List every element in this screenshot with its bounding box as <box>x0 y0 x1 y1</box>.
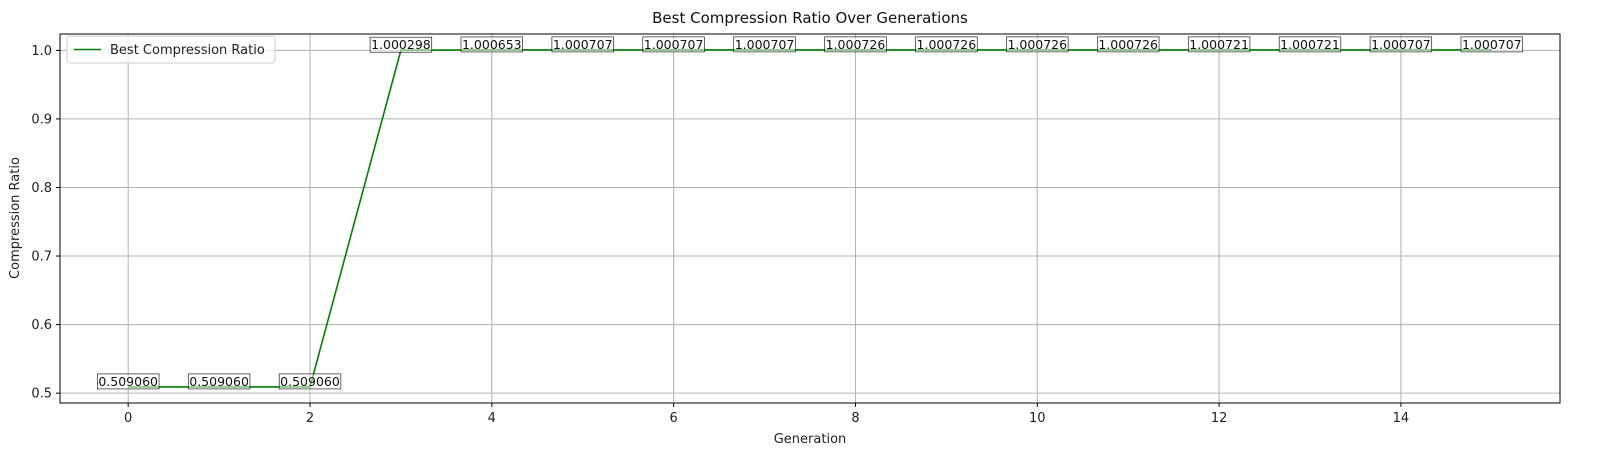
data-label: 1.000726 <box>1097 36 1160 53</box>
data-label: 1.000707 <box>642 36 705 53</box>
x-tick-label: 8 <box>851 411 859 426</box>
data-label-text: 1.000298 <box>371 37 431 52</box>
data-label-text: 1.000726 <box>1007 37 1067 52</box>
data-label-box <box>642 36 705 53</box>
data-label: 1.000726 <box>915 36 978 53</box>
data-label-text: 1.000726 <box>826 37 886 52</box>
data-label-box <box>460 36 523 53</box>
data-label-box <box>551 36 614 53</box>
grid <box>60 34 1560 403</box>
data-label-box <box>1369 36 1433 53</box>
data-label-box <box>97 373 160 390</box>
x-tick-label: 12 <box>1211 411 1228 426</box>
data-label-text: 1.000707 <box>644 37 704 52</box>
data-label: 0.509060 <box>278 373 342 390</box>
data-label-text: 1.000707 <box>1462 37 1522 52</box>
data-label-box <box>824 36 887 53</box>
data-label-box <box>1097 36 1160 53</box>
data-label-box <box>1278 36 1342 53</box>
data-label: 1.000707 <box>1369 36 1433 53</box>
data-label-text: 1.000707 <box>1371 37 1431 52</box>
series-layer: 0.509060 0.509060 0.509060 1.000298 1.000653… <box>97 36 1523 390</box>
x-tick-label: 0 <box>124 411 132 426</box>
data-label: 1.000726 <box>1006 36 1069 53</box>
legend: Best Compression Ratio <box>66 35 276 64</box>
y-axis: 0.5 0.6 0.7 0.8 0.9 1.0 <box>31 44 60 402</box>
x-tick-label: 10 <box>1029 411 1046 426</box>
y-tick-label: 0.7 <box>31 250 52 265</box>
data-label-text: 1.000721 <box>1189 37 1249 52</box>
data-label: 1.000707 <box>551 36 614 53</box>
x-axis: 0 2 4 6 8 10 12 14 <box>124 403 1409 426</box>
legend-box <box>66 35 276 64</box>
data-label-box <box>915 36 978 53</box>
legend-label: Best Compression Ratio <box>110 43 265 58</box>
x-tick-label: 6 <box>669 411 677 426</box>
series-line <box>128 49 1492 388</box>
data-label-text: 1.000707 <box>553 37 613 52</box>
x-tick-label: 2 <box>306 411 314 426</box>
y-tick-label: 0.8 <box>31 181 52 196</box>
data-label: 1.000707 <box>733 36 796 53</box>
data-label: 1.000707 <box>1460 36 1523 53</box>
data-label-text: 1.000726 <box>1098 37 1158 52</box>
data-label-box <box>369 36 433 53</box>
x-tick-label: 14 <box>1393 411 1410 426</box>
data-label-text: 1.000707 <box>735 37 795 52</box>
data-label: 1.000726 <box>824 36 887 53</box>
data-label-box <box>187 373 251 390</box>
data-label: 1.000721 <box>1278 36 1342 53</box>
y-tick-label: 0.6 <box>31 318 52 333</box>
y-tick-label: 1.0 <box>31 44 52 59</box>
data-label: 1.000721 <box>1187 36 1251 53</box>
data-label-text: 0.509060 <box>98 374 158 389</box>
data-label-box <box>278 373 342 390</box>
data-label: 1.000298 <box>369 36 433 53</box>
data-label: 0.509060 <box>97 373 160 390</box>
chart-title: Best Compression Ratio Over Generations <box>652 9 968 27</box>
data-label: 0.509060 <box>187 373 251 390</box>
x-tick-label: 4 <box>488 411 496 426</box>
plot-frame <box>59 33 1561 404</box>
x-axis-title: Generation <box>774 432 847 447</box>
data-label-box <box>1006 36 1069 53</box>
y-axis-title: Compression Ratio <box>8 157 23 279</box>
data-label-text: 1.000653 <box>462 37 522 52</box>
data-label-box <box>733 36 796 53</box>
data-label-box <box>1187 36 1251 53</box>
data-label-text: 1.000721 <box>1280 37 1340 52</box>
data-label-text: 0.509060 <box>189 374 249 389</box>
data-label-box <box>1460 36 1523 53</box>
data-label: 1.000653 <box>460 36 523 53</box>
data-label-text: 1.000726 <box>917 37 977 52</box>
y-tick-label: 0.9 <box>31 112 52 127</box>
data-label-text: 0.509060 <box>280 374 340 389</box>
y-tick-label: 0.5 <box>31 387 52 402</box>
